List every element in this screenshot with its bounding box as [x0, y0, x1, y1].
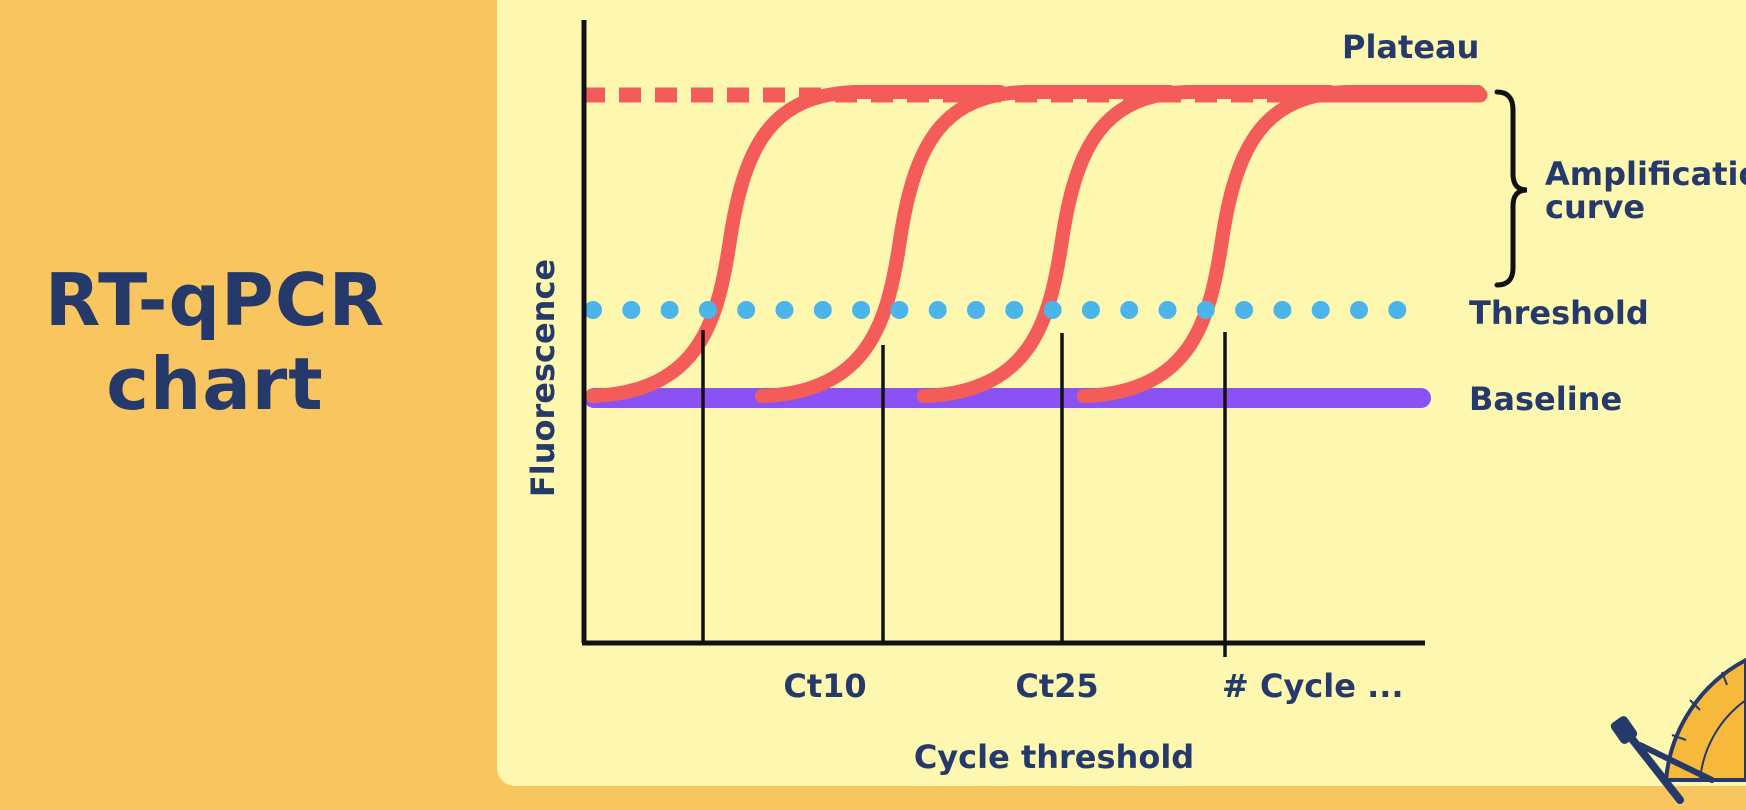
- y-axis-label: Fluorescence: [524, 259, 562, 497]
- title-line-1: RT-qPCR: [44, 258, 386, 342]
- amplification-curve-2: [755, 85, 1177, 403]
- baseline-label: Baseline: [1469, 380, 1622, 418]
- amplification-curve-4: [1077, 85, 1485, 403]
- tick-label-ct10: Ct10: [783, 667, 866, 705]
- x-axis-label: Cycle threshold: [914, 738, 1194, 776]
- amplification-curve-3: [917, 85, 1337, 403]
- tick-label-ct25: Ct25: [1015, 667, 1098, 705]
- amplification-curves: [585, 85, 1485, 403]
- threshold-label: Threshold: [1469, 294, 1649, 332]
- plateau-label: Plateau: [1342, 28, 1479, 66]
- amplification-curve-1: [585, 85, 1007, 403]
- amplification-label-line-1: Amplification: [1545, 155, 1746, 193]
- amplification-label-line-2: curve: [1545, 188, 1645, 226]
- amplification-brace: [1494, 89, 1528, 288]
- title-line-2: chart: [106, 342, 324, 426]
- page-title: RT-qPCR chart: [0, 258, 430, 426]
- tick-label-cycle: # Cycle ...: [1222, 667, 1404, 705]
- compass-icon: [1610, 716, 1715, 804]
